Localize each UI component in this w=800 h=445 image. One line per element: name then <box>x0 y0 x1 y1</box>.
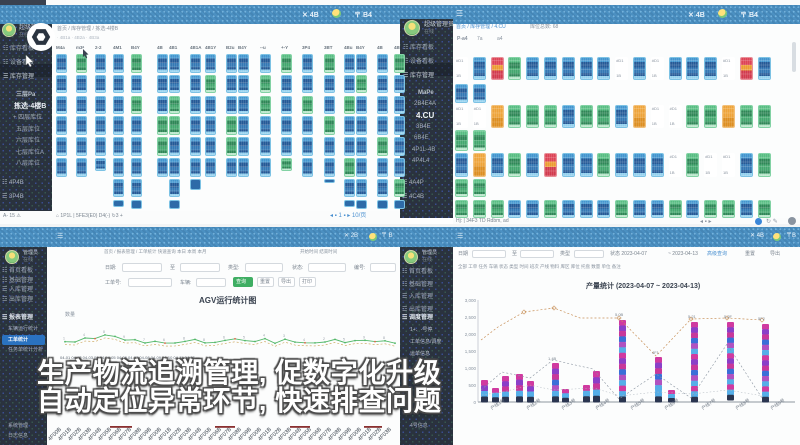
svg-text:2: 2 <box>323 337 325 341</box>
svg-text:9: 9 <box>363 335 365 339</box>
svg-text:6: 6 <box>163 338 165 342</box>
svg-text:5,2F: 5,2F <box>724 314 733 319</box>
svg-text:6: 6 <box>223 335 225 339</box>
svg-text:5: 5 <box>243 336 245 340</box>
svg-text:8: 8 <box>203 338 205 342</box>
svg-text:4F1: 4F1 <box>652 350 660 355</box>
svg-text:4: 4 <box>83 333 85 337</box>
svg-text:1,4B: 1,4B <box>548 356 557 361</box>
svg-text:8: 8 <box>103 330 105 334</box>
svg-text:5: 5 <box>343 338 345 342</box>
svg-text:0: 0 <box>473 400 476 405</box>
svg-text:4: 4 <box>303 338 305 342</box>
svg-text:5,0B: 5,0B <box>615 312 624 317</box>
svg-text:3: 3 <box>283 334 285 338</box>
svg-text:2,500: 2,500 <box>465 315 477 320</box>
svg-text:1: 1 <box>63 337 65 341</box>
svg-text:7: 7 <box>143 338 145 342</box>
svg-text:5,21: 5,21 <box>688 314 697 319</box>
svg-text:9: 9 <box>123 335 125 339</box>
svg-text:8: 8 <box>383 336 385 340</box>
svg-text:5F2: 5F2 <box>758 316 766 321</box>
svg-text:500: 500 <box>468 383 476 388</box>
svg-text:1,000: 1,000 <box>465 366 477 371</box>
svg-text:2,000: 2,000 <box>465 332 477 337</box>
svg-text:3,000: 3,000 <box>465 298 477 303</box>
svg-text:4: 4 <box>263 334 265 338</box>
svg-text:8: 8 <box>183 336 185 340</box>
svg-text:1,500: 1,500 <box>465 349 477 354</box>
